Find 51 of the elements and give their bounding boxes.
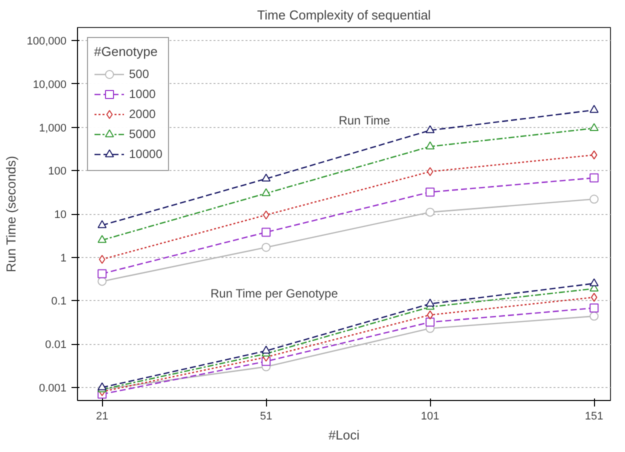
- y-tick-label: 1: [60, 252, 67, 264]
- x-tick-label: 151: [584, 410, 604, 422]
- point: [426, 310, 434, 320]
- point: [262, 210, 270, 220]
- point: [426, 167, 434, 176]
- point: [262, 346, 271, 354]
- point: [426, 318, 435, 327]
- point: [426, 298, 435, 307]
- legend-label: 500: [129, 67, 150, 81]
- point: [426, 188, 435, 197]
- y-axis-title: Run Time (seconds): [4, 156, 19, 272]
- point: [590, 173, 599, 182]
- point: [262, 242, 271, 252]
- point: [426, 208, 435, 217]
- point: [590, 150, 598, 160]
- point: [590, 194, 599, 204]
- y-tick-label: 100,000: [26, 36, 67, 48]
- y-tick-label: 0.001: [38, 382, 67, 394]
- y-tick-label: 10: [54, 209, 67, 221]
- point: [262, 228, 271, 237]
- y-tick-label: 1,000: [38, 122, 67, 134]
- y-tick-label: 0.01: [45, 339, 67, 352]
- legend-label: 10000: [129, 147, 162, 161]
- point: [262, 174, 271, 182]
- point: [426, 125, 435, 134]
- annotation: Run Time per Genotype: [210, 286, 338, 301]
- annotation: Run Time: [338, 113, 390, 128]
- x-tick-label: 21: [96, 410, 108, 422]
- chart-title: Time Complexity of sequential: [257, 8, 431, 22]
- y-tick-label: 10,000: [32, 78, 67, 91]
- x-tick-label: 51: [260, 410, 272, 422]
- legend-label: 2000: [129, 107, 156, 121]
- legend-label: 1000: [129, 87, 156, 101]
- point: [98, 269, 107, 278]
- point: [98, 220, 107, 228]
- point: [590, 292, 598, 302]
- point: [262, 188, 271, 196]
- legend-title: #Genotype: [94, 44, 159, 59]
- point: [590, 104, 599, 113]
- point: [590, 123, 599, 132]
- point: [98, 254, 106, 264]
- y-tick-label: 0.1: [51, 296, 67, 308]
- x-axis-title: #Loci: [328, 428, 360, 442]
- point: [98, 234, 107, 243]
- x-tick-label: 101: [420, 410, 440, 422]
- y-tick-label: 100: [48, 166, 67, 178]
- point: [426, 141, 435, 150]
- legend-label: 5000: [129, 127, 156, 141]
- point: [590, 303, 599, 312]
- point: [590, 278, 599, 286]
- point: [590, 312, 599, 321]
